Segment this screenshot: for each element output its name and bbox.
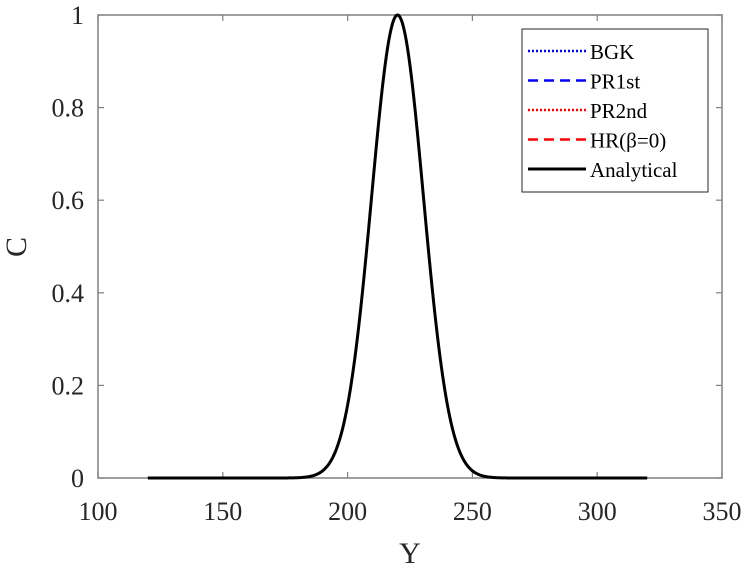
x-tick-label: 350 [703, 497, 742, 526]
x-tick-label: 250 [453, 497, 492, 526]
y-tick-label: 0.6 [52, 186, 85, 215]
legend-label: Analytical [590, 158, 678, 182]
data-curves [147, 13, 648, 480]
x-tick-label: 150 [203, 497, 242, 526]
y-tick-label: 0.4 [52, 279, 85, 308]
y-tick-label: 0 [71, 464, 84, 493]
y-axis-ticks: 0 0.2 0.4 0.6 0.8 1 [52, 1, 722, 493]
legend-label: PR2nd [590, 99, 648, 123]
legend-label: BGK [590, 40, 634, 64]
legend: BGK PR1st PR2nd HR(β=0) Analytical [521, 28, 709, 193]
y-tick-label: 1 [71, 1, 84, 30]
x-tick-label: 300 [578, 497, 617, 526]
x-axis-label: Y [399, 537, 421, 570]
legend-label: HR(β=0) [590, 129, 666, 153]
x-tick-label: 200 [328, 497, 367, 526]
y-tick-label: 0.2 [52, 371, 85, 400]
y-axis-label: C [0, 237, 33, 257]
legend-label: PR1st [590, 70, 640, 94]
y-tick-label: 0.8 [52, 94, 85, 123]
x-axis-ticks: 100 150 200 250 300 350 [79, 15, 742, 526]
curve-analytical [147, 13, 648, 480]
x-tick-label: 100 [79, 497, 118, 526]
